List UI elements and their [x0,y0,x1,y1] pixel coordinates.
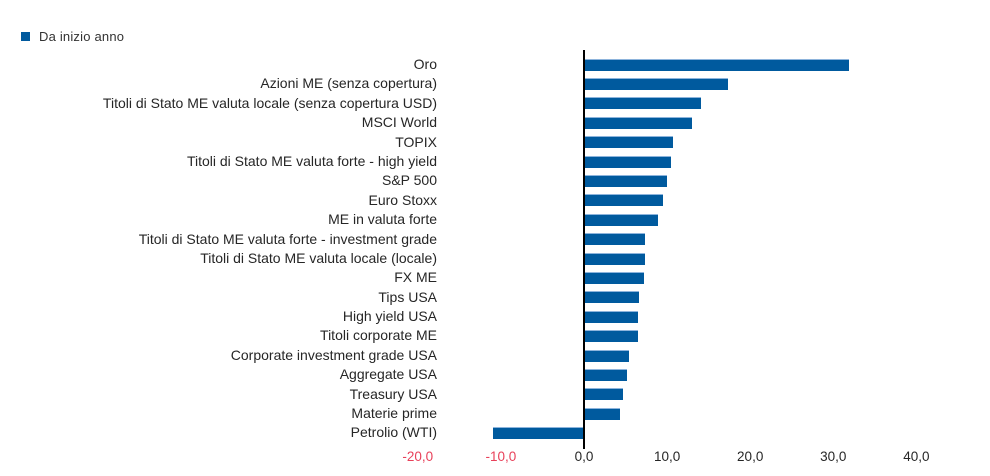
bar-row: Corporate investment grade USA [0,346,990,365]
plot-area [440,210,990,229]
category-label: Tips USA [378,288,437,305]
plot-area [440,55,990,74]
legend-swatch-icon [21,32,30,41]
x-tick-label: 10,0 [653,449,681,464]
bar [584,271,644,284]
x-tick-label: -10,0 [485,449,517,464]
bar-row: Titoli di Stato ME valuta locale (locale… [0,249,990,268]
legend-label: Da inizio anno [39,29,125,44]
bar-chart: Oro Azioni ME (senza copertura) Titoli di … [0,55,990,443]
bar-row: Aggregate USA [0,365,990,384]
bar [584,97,702,110]
plot-area [440,385,990,404]
bar [584,58,850,71]
category-label: S&P 500 [381,172,437,189]
plot-area [440,404,990,423]
plot-area [440,74,990,93]
bar-row: Titoli di Stato ME valuta locale (senza … [0,94,990,113]
bar [584,175,668,188]
bar-row: Oro [0,55,990,74]
bar [584,388,624,401]
bar [584,136,673,149]
bar-row: Treasury USA [0,385,990,404]
x-tick-label: 40,0 [903,449,930,464]
plot-area [440,171,990,190]
plot-area [440,423,990,442]
bar-row: S&P 500 [0,171,990,190]
plot-area [440,94,990,113]
category-label: Oro [413,56,437,72]
category-label: Aggregate USA [339,366,437,383]
bar [584,330,638,343]
bar [584,368,628,381]
bar-row: Azioni ME (senza copertura) [0,74,990,93]
x-tick-label: 20,0 [737,449,764,464]
x-tick-label: 30,0 [820,449,847,464]
category-label: FX ME [394,269,437,286]
bar-row: TOPIX [0,133,990,152]
category-label: Titoli di Stato ME valuta locale (senza … [102,94,437,111]
category-label: Materie prime [351,405,437,422]
x-tick-label: 0,0 [574,449,594,464]
bar-row: Materie prime [0,404,990,423]
bar [584,194,663,207]
zero-axis-line [583,50,585,449]
category-label: Treasury USA [349,385,437,402]
x-tick-label: -20,0 [402,449,434,464]
category-label: Titoli di Stato ME valuta forte - high y… [186,152,437,169]
bar-row: ME in valuta forte [0,210,990,229]
bar-row: MSCI World [0,113,990,132]
plot-area [440,230,990,249]
plot-area [440,152,990,171]
x-axis-ticks: -20,0 -10,0 0,0 10,0 20,0 30,0 40,0 [0,449,990,467]
legend: Da inizio anno [21,29,124,44]
bar [584,407,620,420]
category-label: ME in valuta forte [328,211,437,228]
bar [584,349,629,362]
category-label: Titoli di Stato ME valuta forte - invest… [138,230,437,247]
category-label: Petrolio (WTI) [350,424,437,441]
plot-area [440,288,990,307]
bar [584,310,638,323]
category-label: Titoli corporate ME [320,327,437,344]
bar [584,252,645,265]
plot-area [440,191,990,210]
bar-row: High yield USA [0,307,990,326]
bar-row: Euro Stoxx [0,191,990,210]
category-label: High yield USA [342,308,437,325]
category-label: Azioni ME (senza copertura) [260,75,437,92]
plot-area [440,307,990,326]
category-label: Titoli di Stato ME valuta locale (locale… [200,249,437,266]
plot-area [440,346,990,365]
plot-area [440,326,990,345]
bar-row: Titoli corporate ME [0,326,990,345]
bar-row: Titoli di Stato ME valuta forte - invest… [0,230,990,249]
plot-area [440,133,990,152]
bar [584,116,693,129]
category-label: TOPIX [395,133,437,150]
category-label: Euro Stoxx [368,191,437,208]
bar-row: Petrolio (WTI) [0,423,990,442]
bar [584,78,728,91]
plot-area [440,365,990,384]
category-label: MSCI World [361,114,437,131]
category-label: Corporate investment grade USA [230,346,437,363]
bar-row: FX ME [0,268,990,287]
bar [584,291,639,304]
plot-area [440,268,990,287]
bar [492,427,584,440]
plot-area [440,249,990,268]
bar [584,155,672,168]
bar-row: Tips USA [0,288,990,307]
bar [584,233,646,246]
bar [584,213,658,226]
plot-area [440,113,990,132]
bar-row: Titoli di Stato ME valuta forte - high y… [0,152,990,171]
